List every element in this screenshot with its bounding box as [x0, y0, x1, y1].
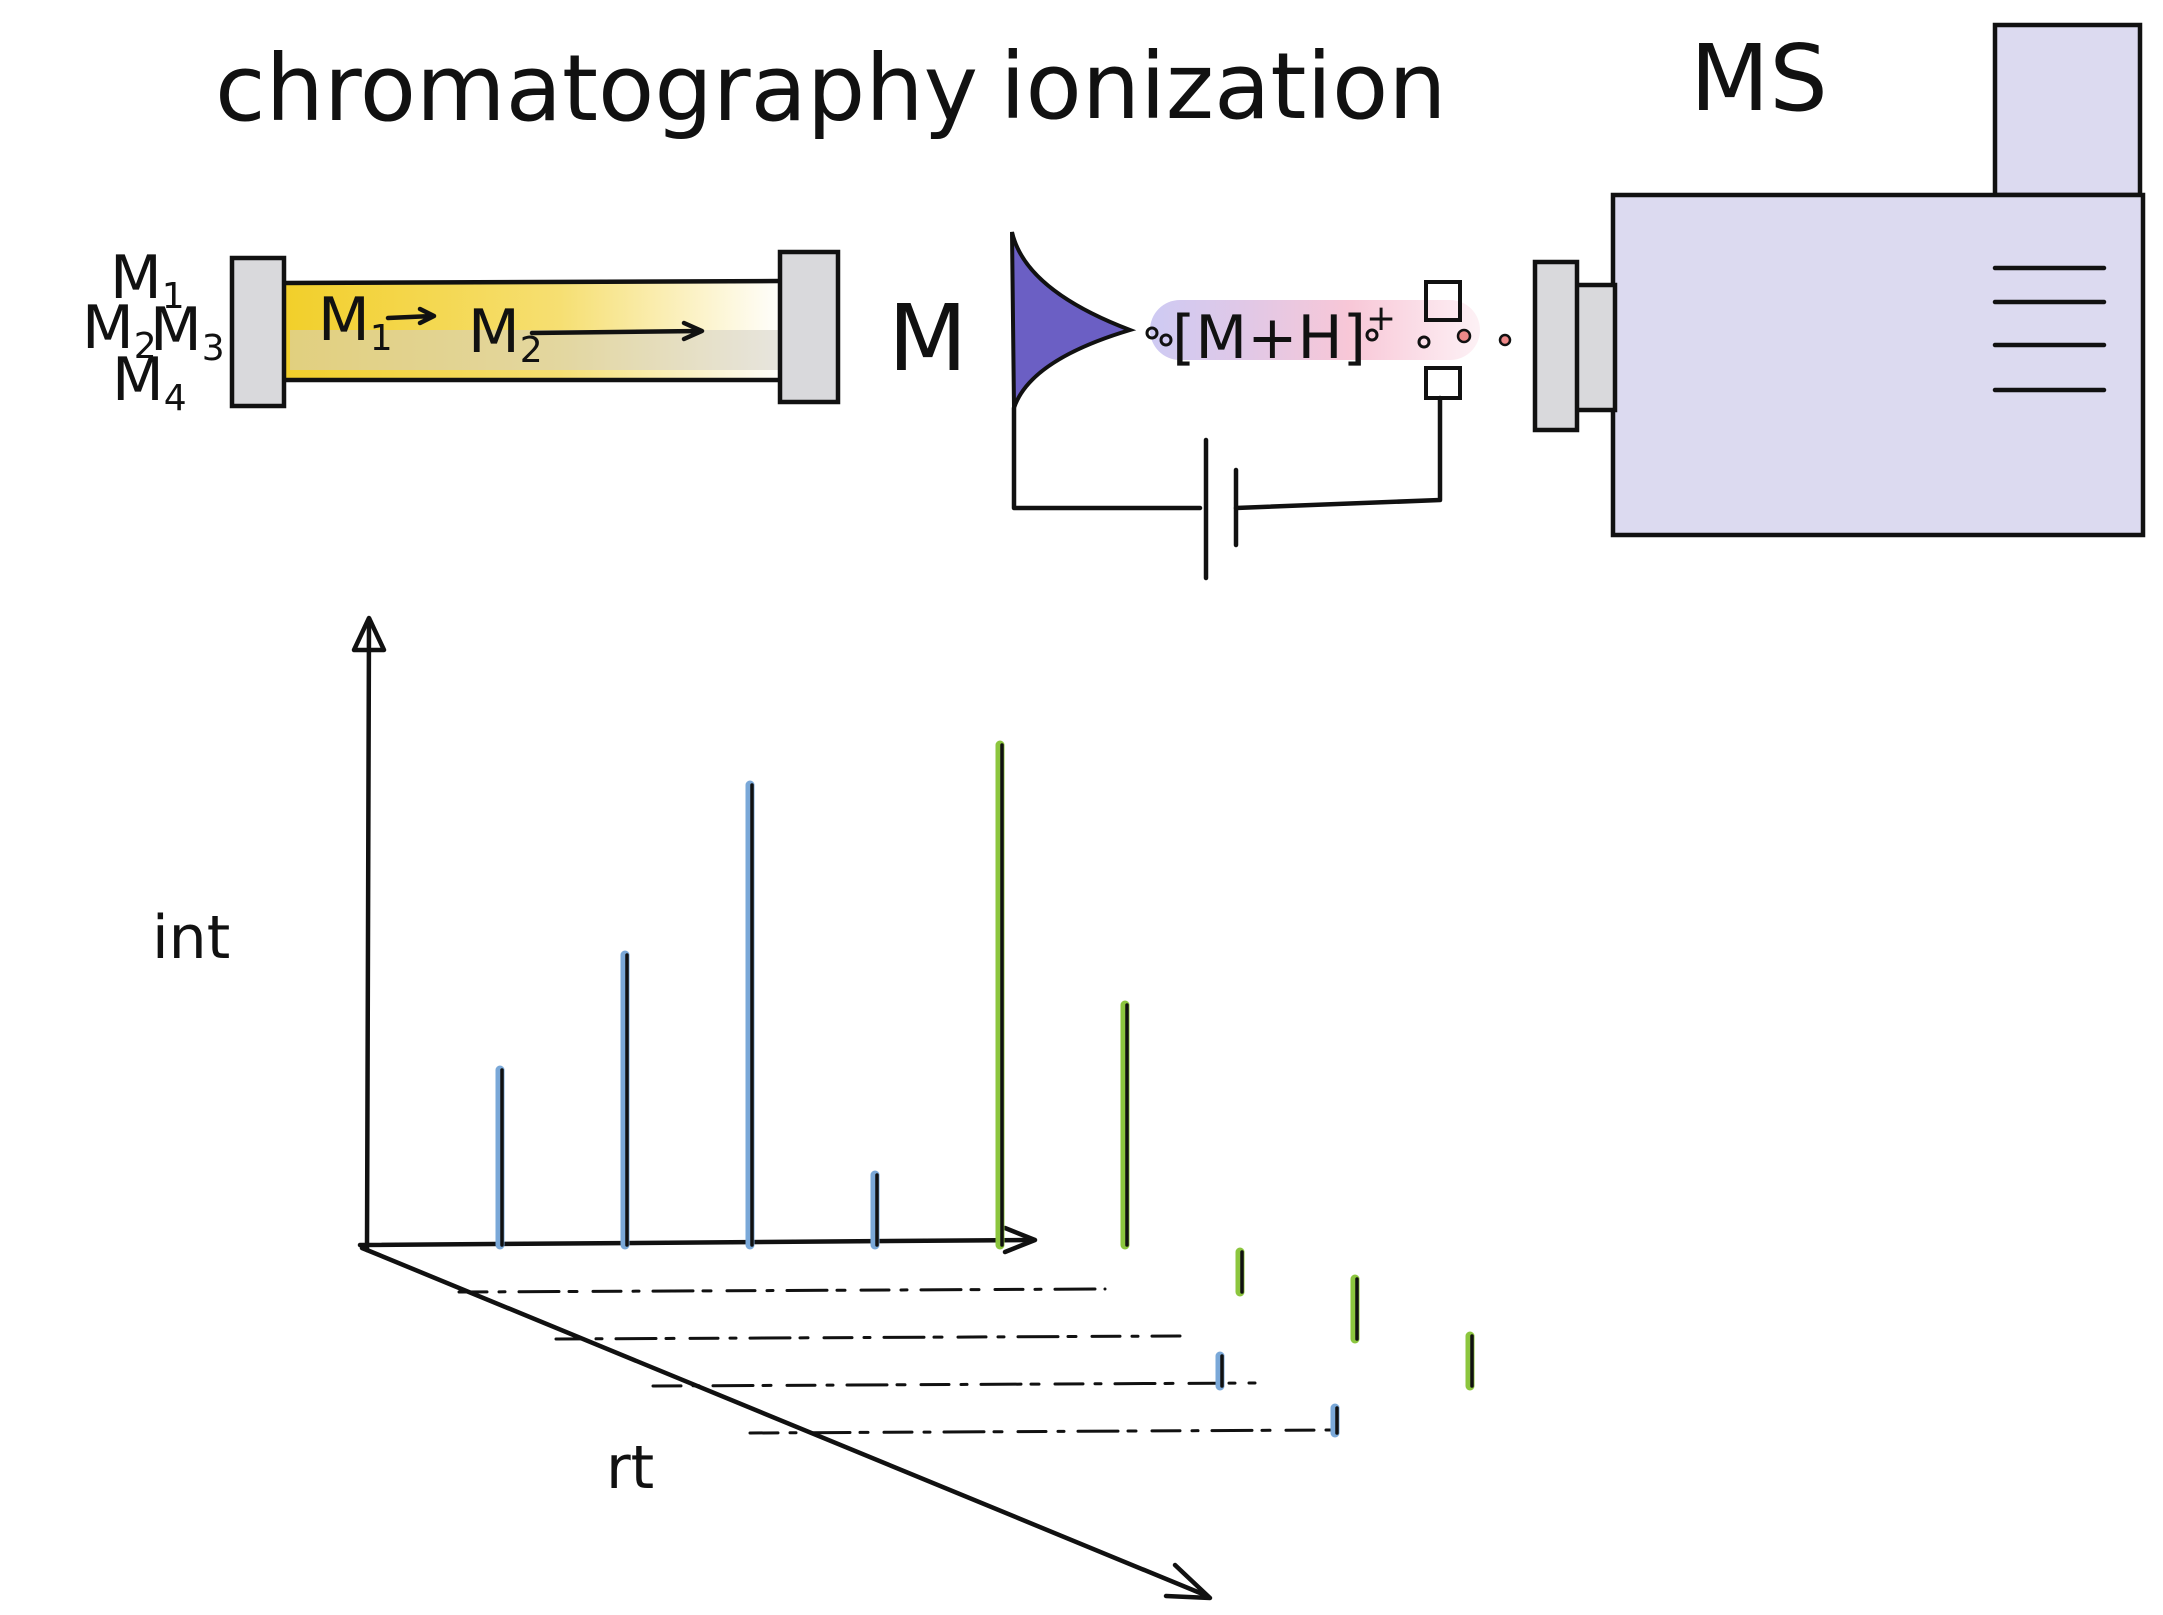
m1-arrow: [385, 306, 437, 326]
peak: [995, 740, 1005, 1250]
droplet: [1365, 328, 1379, 342]
row-baselines: [457, 1287, 1332, 1435]
row-baseline: [651, 1381, 1257, 1388]
column-walls: [280, 278, 785, 383]
rt-axis-line: [359, 1245, 1208, 1598]
ms-inlet-flange: [1532, 259, 1580, 433]
column-m1-label: M1: [318, 285, 393, 359]
counter-electrode-bottom: [1424, 366, 1462, 400]
ms-body: [1610, 192, 2146, 538]
chromatography-column-icon: M1 M2: [229, 249, 841, 409]
m2-label: M2: [82, 293, 157, 367]
column-outlet-cap: [777, 249, 841, 405]
circuit-wire: [1011, 395, 1443, 511]
m2-arrow: [529, 320, 705, 342]
ms-vent-lines: [1992, 265, 2107, 393]
counter-electrode-top: [1424, 280, 1462, 322]
m4-label: M4: [112, 345, 187, 419]
peak: [1350, 1274, 1360, 1344]
spray-cone: [1010, 231, 1137, 409]
peak: [1120, 1000, 1130, 1250]
peak: [620, 950, 630, 1250]
ms-inlet: [1572, 282, 1618, 413]
peaks: [495, 740, 1475, 1438]
peak: [1465, 1331, 1475, 1391]
column-m2-label: M2: [468, 297, 543, 371]
int-axis-line: [364, 617, 372, 1253]
droplet: [1159, 333, 1173, 347]
row-baseline: [457, 1287, 1107, 1294]
battery-plates: [1203, 437, 1239, 581]
battery-icon: [1203, 437, 1239, 581]
sample-mixture-labels: M1 M2 M3 M4: [82, 243, 225, 419]
peak: [870, 1170, 880, 1250]
chromatography-title: chromatography: [215, 35, 978, 142]
peak: [1330, 1403, 1340, 1438]
droplet: [1456, 328, 1472, 344]
rt-axis-arrow: [1163, 1562, 1213, 1601]
ms-detector-tower: [1992, 22, 2143, 198]
eluted-analyte-label: M: [888, 285, 967, 392]
peak: [1235, 1247, 1245, 1297]
column-shadow: [290, 330, 780, 370]
row-baseline: [748, 1428, 1332, 1435]
ion-plume: [1150, 300, 1480, 360]
ion-label: [M+H]+: [1172, 298, 1396, 373]
mz-axis-arrow: [1002, 1225, 1038, 1255]
peak: [745, 780, 755, 1250]
m3-label: M3: [150, 295, 225, 369]
droplet: [1498, 333, 1512, 347]
peak: [495, 1065, 505, 1250]
lcms-chart: int rt: [152, 615, 1475, 1601]
droplet: [1417, 335, 1431, 349]
rt-axis-label: rt: [606, 1433, 654, 1503]
column-inlet-cap: [229, 255, 287, 409]
int-axis-label: int: [152, 903, 230, 973]
peak: [1215, 1351, 1225, 1391]
mz-axis-line: [357, 1237, 1033, 1248]
int-axis-arrow: [351, 615, 387, 653]
electrospray-cone-icon: [M+H]+: [1010, 231, 1512, 511]
m1-label: M1: [110, 243, 185, 317]
mass-spectrometer-icon: [1532, 22, 2146, 538]
ms-title: MS: [1690, 25, 1828, 132]
row-baseline: [554, 1334, 1182, 1341]
droplet: [1145, 326, 1159, 340]
ionization-title: ionization: [1000, 33, 1447, 140]
